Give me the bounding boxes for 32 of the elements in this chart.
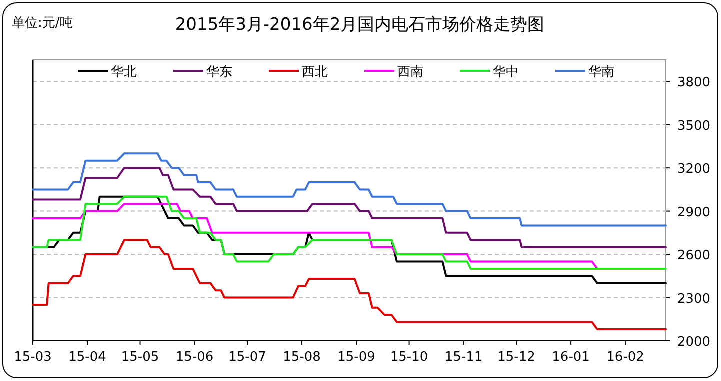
x-tick-label: 15-07 (228, 350, 266, 365)
legend-label: 西南 (398, 65, 424, 80)
x-tick-label: 15-11 (444, 350, 483, 365)
text: 单位:元/吨 (12, 16, 73, 31)
x-tick-label: 15-09 (338, 350, 376, 365)
line-series (32, 152, 667, 227)
line-series (32, 167, 667, 248)
x-tick-label: 15-08 (283, 350, 321, 365)
x-tick-label: 16-01 (552, 350, 590, 365)
legend-label: 华南 (588, 65, 614, 80)
y-tick-label: 3800 (677, 76, 711, 91)
chart-title: 2015年3月-2016年2月国内电石市场价格走势图 (175, 15, 545, 35)
y-tick-label: 2900 (677, 205, 711, 220)
x-tick-label: 15-05 (121, 350, 160, 365)
x-tick-label: 15-12 (498, 350, 536, 365)
y-tick-label: 3500 (677, 118, 711, 134)
legend-label: 华中 (493, 65, 519, 80)
y-tick-label: 2600 (677, 248, 711, 264)
y-tick-label: 2000 (677, 335, 711, 350)
legend-label: 西北 (302, 65, 328, 80)
y-tick-label: 3200 (677, 162, 711, 178)
y-tick-label: 2300 (677, 292, 711, 307)
legend-label: 华北 (111, 65, 137, 80)
x-tick-label: 15-03 (14, 350, 52, 365)
line-series (32, 203, 598, 270)
x-tick-label: 15-10 (390, 350, 428, 365)
line-series (32, 239, 667, 330)
legend-label: 华东 (206, 65, 232, 80)
line-series (32, 196, 667, 270)
x-tick-label: 15-06 (176, 350, 214, 365)
x-tick-label: 16-02 (606, 350, 644, 365)
x-tick-label: 15-04 (68, 350, 106, 365)
